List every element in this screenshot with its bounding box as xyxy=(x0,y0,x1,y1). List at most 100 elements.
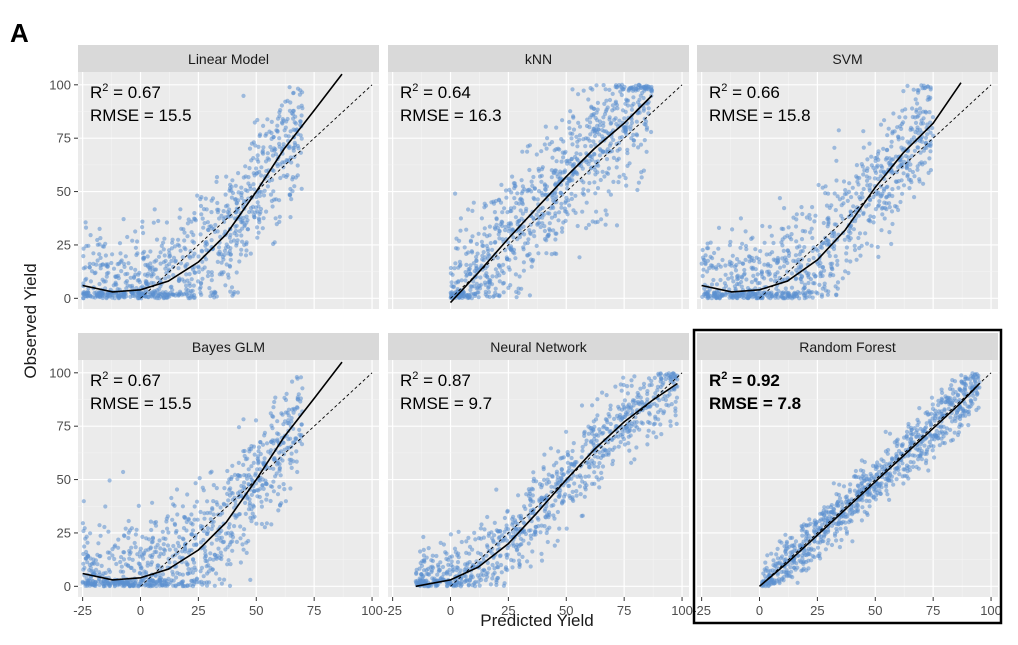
data-point xyxy=(645,101,650,106)
data-point xyxy=(602,101,607,106)
data-point xyxy=(551,513,556,518)
data-point xyxy=(234,539,239,545)
data-point xyxy=(440,564,446,570)
data-point xyxy=(180,549,185,554)
data-point xyxy=(254,166,259,171)
data-point xyxy=(248,577,253,583)
data-point xyxy=(454,236,459,241)
data-point xyxy=(819,242,824,247)
data-point xyxy=(560,150,565,155)
data-point xyxy=(582,494,587,499)
data-point xyxy=(641,385,647,390)
data-point xyxy=(593,191,598,196)
data-point xyxy=(815,261,820,266)
data-point xyxy=(499,562,504,568)
data-point xyxy=(822,281,827,286)
data-point xyxy=(785,295,791,300)
data-point xyxy=(299,113,304,118)
data-point xyxy=(285,173,290,178)
data-point xyxy=(782,235,787,240)
data-point xyxy=(201,207,207,212)
data-point xyxy=(911,87,916,92)
data-point xyxy=(463,278,468,283)
data-point xyxy=(619,82,625,87)
data-point xyxy=(226,498,231,503)
data-point xyxy=(167,560,172,565)
data-point xyxy=(702,291,708,296)
data-point xyxy=(516,218,522,224)
data-point xyxy=(927,110,932,115)
data-point xyxy=(789,237,794,242)
data-point xyxy=(476,231,481,236)
data-point xyxy=(544,184,550,189)
data-point xyxy=(185,583,190,589)
data-point xyxy=(421,534,426,540)
data-point xyxy=(901,89,906,94)
data-point xyxy=(732,264,738,269)
data-point xyxy=(255,235,260,240)
data-point xyxy=(234,200,239,205)
data-point xyxy=(241,175,246,180)
data-point xyxy=(841,201,846,206)
data-point xyxy=(457,259,462,264)
data-point xyxy=(607,447,612,452)
data-point xyxy=(590,481,595,486)
data-point xyxy=(887,160,893,165)
data-point xyxy=(193,218,198,223)
data-point xyxy=(592,464,597,469)
data-point xyxy=(293,436,298,441)
data-point xyxy=(148,261,153,266)
data-point xyxy=(861,172,866,177)
data-point xyxy=(88,294,93,299)
data-point xyxy=(99,563,104,569)
data-point xyxy=(925,84,931,89)
data-point xyxy=(607,87,612,92)
data-point xyxy=(300,106,305,111)
data-point xyxy=(118,251,123,256)
data-point xyxy=(219,260,224,265)
data-point xyxy=(211,483,216,488)
data-point xyxy=(194,499,200,504)
data-point xyxy=(185,234,190,239)
data-point xyxy=(202,221,207,226)
data-point xyxy=(629,460,634,465)
data-point xyxy=(289,465,294,470)
data-point xyxy=(481,555,486,560)
data-point xyxy=(503,565,509,570)
data-point xyxy=(511,558,516,563)
data-point xyxy=(261,486,266,491)
data-point xyxy=(615,148,620,153)
data-point xyxy=(605,147,610,152)
data-point xyxy=(261,216,266,221)
data-point xyxy=(545,136,550,141)
data-point xyxy=(861,210,866,215)
data-point xyxy=(921,116,926,121)
data-point xyxy=(908,162,913,167)
data-point xyxy=(199,565,205,571)
data-point xyxy=(540,205,545,210)
data-point xyxy=(927,97,932,102)
data-point xyxy=(646,106,651,111)
data-point xyxy=(121,261,127,266)
data-point xyxy=(799,264,804,269)
data-point xyxy=(604,98,609,103)
data-point xyxy=(796,257,801,262)
data-point xyxy=(869,154,874,159)
data-point xyxy=(793,224,799,229)
data-point xyxy=(248,475,253,480)
data-point xyxy=(241,462,246,467)
data-point xyxy=(485,263,490,269)
data-point xyxy=(575,223,580,229)
data-point xyxy=(578,152,583,157)
data-point xyxy=(553,211,558,216)
data-point xyxy=(797,244,802,249)
data-point xyxy=(476,290,481,295)
data-point xyxy=(260,226,265,231)
data-point xyxy=(504,523,509,528)
data-point xyxy=(158,579,163,584)
data-point xyxy=(908,125,914,130)
data-point xyxy=(586,431,591,436)
data-point xyxy=(137,280,142,285)
data-point xyxy=(537,174,543,179)
data-point xyxy=(469,296,474,301)
